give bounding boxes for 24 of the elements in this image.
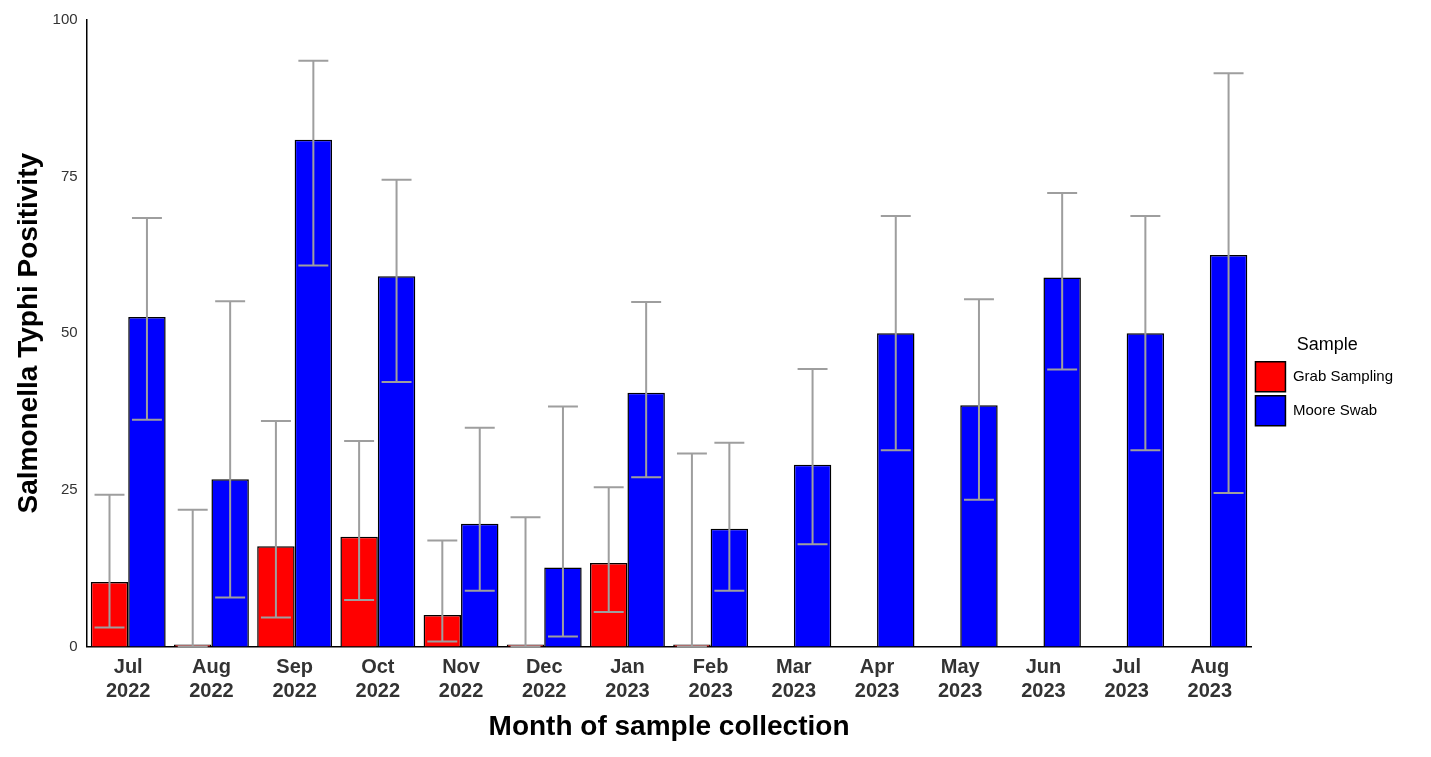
x-tick-label: Aug 2022 — [189, 654, 234, 701]
y-tick-label: 0 — [69, 636, 78, 654]
legend-label: Grab Sampling — [1292, 366, 1394, 384]
x-tick-label: Aug 2023 — [1187, 654, 1233, 701]
legend-title: Sample — [1296, 334, 1358, 355]
x-tick-label: Jul 2023 — [1104, 654, 1149, 701]
x-tick-label: Jul 2022 — [105, 654, 151, 701]
x-tick-label: Jan 2023 — [605, 654, 650, 701]
x-tick-label: Oct 2022 — [355, 654, 401, 701]
y-tick-label: 25 — [60, 479, 78, 497]
x-tick-label: Apr 2023 — [854, 654, 900, 701]
x-tick-label: Mar 2023 — [771, 654, 817, 701]
x-tick-label: Sep 2022 — [272, 654, 317, 701]
x-tick-label: Nov 2022 — [438, 654, 484, 701]
legend-label: Moore Swab — [1292, 400, 1378, 418]
x-tick-label: Feb 2023 — [688, 654, 733, 701]
y-tick-label: 75 — [60, 166, 78, 184]
x-tick-label: Dec 2022 — [521, 654, 567, 701]
x-tick-label: Jun 2023 — [1021, 654, 1066, 701]
x-tick-label: May 2023 — [938, 654, 983, 701]
y-tick-label: 50 — [60, 323, 78, 341]
y-axis-title: Salmonella Typhi Positivity — [11, 152, 43, 514]
x-axis-title: Month of sample collection — [488, 709, 850, 741]
y-tick-label: 100 — [52, 10, 78, 28]
